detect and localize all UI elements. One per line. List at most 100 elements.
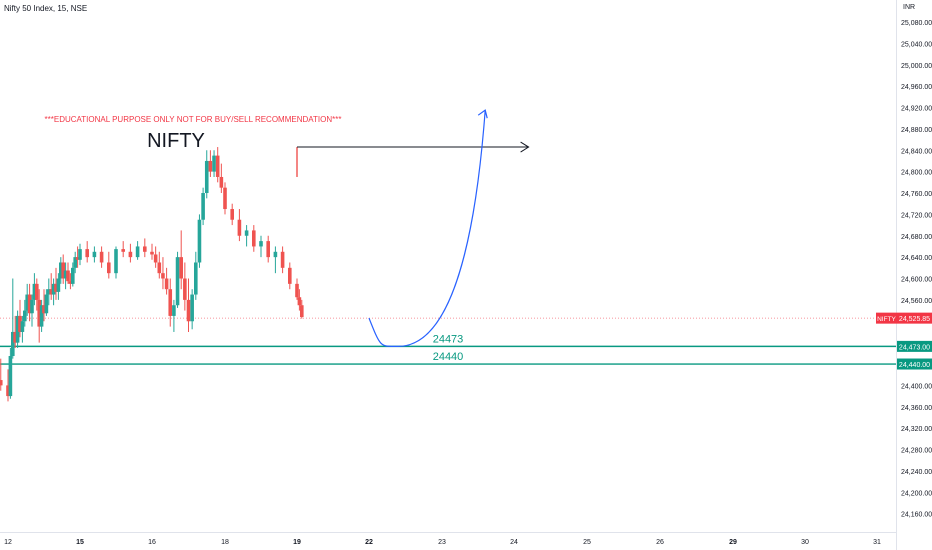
y-tick-label: 24,280.00 <box>901 448 932 455</box>
candle <box>42 289 46 322</box>
candle-body <box>161 273 165 279</box>
candle <box>197 214 202 268</box>
candle <box>78 243 82 266</box>
candle-body <box>201 193 205 220</box>
x-tick-label: 16 <box>148 539 156 546</box>
candle-body <box>51 283 56 295</box>
y-tick-label: 24,840.00 <box>901 148 932 155</box>
level-price-tag <box>897 340 932 352</box>
candle <box>266 235 270 263</box>
candle <box>56 273 61 300</box>
candle <box>39 299 44 332</box>
x-tick-label: 30 <box>801 539 809 546</box>
candle <box>25 283 29 316</box>
candle-body <box>164 278 169 290</box>
candle-body <box>172 305 176 316</box>
candle <box>35 278 39 311</box>
candle <box>190 289 194 330</box>
candle <box>20 315 25 343</box>
y-tick-label: 24,760.00 <box>901 191 932 198</box>
candle-body <box>23 310 27 322</box>
candle-body <box>300 305 304 317</box>
candle-body <box>107 262 111 274</box>
candle <box>135 241 140 260</box>
y-tick-label: 24,320.00 <box>901 426 932 433</box>
candle <box>51 278 56 306</box>
candle-body <box>150 251 154 255</box>
y-tick-label: 24,960.00 <box>901 84 932 91</box>
candle <box>280 246 285 274</box>
x-tick-label: 19 <box>293 539 301 546</box>
candle-body <box>288 267 292 284</box>
y-tick-label: 24,560.00 <box>901 298 932 305</box>
candle-body <box>295 283 299 298</box>
level-price-tag <box>897 358 932 370</box>
candle <box>300 299 304 319</box>
y-tick-label: 24,200.00 <box>901 490 932 497</box>
candle-body <box>59 262 63 279</box>
candle <box>47 278 51 306</box>
candle <box>85 241 89 263</box>
candle-body <box>215 155 220 177</box>
currency-label: INR <box>903 4 916 11</box>
candle <box>212 150 216 177</box>
y-tick-label: 24,920.00 <box>901 106 932 113</box>
candle-body <box>197 219 202 263</box>
candle <box>121 241 125 258</box>
candle-body <box>179 257 183 279</box>
candle-body <box>20 321 25 332</box>
candle <box>168 278 173 327</box>
current-price-tag-label: 24,525.85 <box>899 316 930 323</box>
candle-body <box>18 315 22 332</box>
x-tick-label: 25 <box>583 539 591 546</box>
candle <box>215 147 220 183</box>
level-price-tag-label: 24,473.00 <box>899 344 930 351</box>
candle <box>157 251 162 279</box>
x-tick-label: 22 <box>365 539 373 546</box>
candle <box>63 262 68 290</box>
y-tick-label: 25,080.00 <box>901 20 932 27</box>
candle-body <box>42 305 46 314</box>
candle-body <box>143 246 147 252</box>
candle-body <box>244 230 249 236</box>
x-tick-label: 31 <box>873 539 881 546</box>
candle-body <box>194 262 198 295</box>
candle-body <box>204 160 209 194</box>
candle <box>6 369 10 402</box>
candle <box>208 150 213 177</box>
candle-body <box>68 281 73 284</box>
candle-body <box>13 331 17 343</box>
x-tick-label: 18 <box>221 539 229 546</box>
y-tick-label: 24,720.00 <box>901 212 932 219</box>
candle-body <box>11 331 15 356</box>
candle <box>175 251 180 308</box>
level-label: 24440 <box>433 351 464 363</box>
candle <box>183 262 187 311</box>
candle-body <box>230 209 234 220</box>
candle <box>99 246 104 268</box>
candle-body <box>63 270 68 279</box>
candle-body <box>259 241 263 247</box>
candle <box>143 238 147 258</box>
candle-body <box>237 219 242 236</box>
candle <box>27 283 32 322</box>
candle-body <box>212 155 216 172</box>
candle-body <box>208 160 213 172</box>
candle-body <box>73 257 77 268</box>
candle <box>150 243 154 260</box>
candle-body <box>135 246 140 258</box>
candle <box>54 267 58 300</box>
candle-body <box>153 254 158 263</box>
candle <box>244 225 249 247</box>
candle <box>201 187 205 226</box>
candle-body <box>219 176 224 188</box>
candle <box>71 262 75 287</box>
y-tick-label: 24,680.00 <box>901 234 932 241</box>
candle-body <box>39 305 44 327</box>
candle-body <box>252 230 256 247</box>
candle-body <box>266 241 270 258</box>
candle-body <box>0 380 3 386</box>
y-tick-label: 25,000.00 <box>901 63 932 70</box>
candle <box>273 246 278 274</box>
